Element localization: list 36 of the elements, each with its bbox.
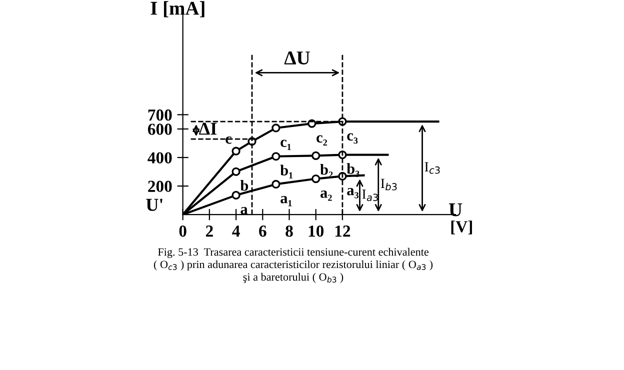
annotation: ΔI: [199, 122, 217, 135]
y-tick-label: 400: [148, 152, 172, 164]
x-tick-label: 12: [335, 226, 350, 237]
x-tick-label: 2: [206, 226, 213, 237]
x-tick-label: 8: [286, 226, 293, 237]
annotation: a₃: [347, 188, 359, 198]
annotation: c₁: [280, 140, 291, 150]
point: [232, 146, 240, 156]
point: [232, 167, 240, 176]
annotation: I$_{b3}$: [380, 178, 397, 190]
y-tick-label: 200: [148, 180, 172, 192]
point: [272, 124, 280, 132]
annotation: ΔU: [284, 51, 310, 64]
x-tick-label: 0: [179, 226, 186, 237]
text: [V]: [451, 220, 472, 234]
point: [272, 152, 280, 161]
annotation: a₂: [320, 190, 332, 201]
annotation: a₁: [280, 196, 292, 206]
y-tick-label: 600: [148, 124, 172, 135]
x-tick-label: 10: [308, 226, 324, 237]
annotation: I$_{c3}$: [424, 162, 440, 174]
annotation: c₃: [347, 133, 358, 144]
point: [272, 180, 280, 189]
x-tick-label: 6: [259, 226, 266, 237]
point: [232, 190, 240, 200]
annotation: c₂: [316, 135, 327, 146]
annotation: b: [240, 180, 248, 191]
point: [312, 174, 320, 184]
point: [312, 151, 320, 160]
annotation: b₁: [280, 164, 293, 178]
annotation: a: [240, 206, 248, 214]
y-axis-title: I [mA]: [150, 1, 204, 18]
x-tick-label: 4: [232, 226, 240, 237]
text: U': [146, 198, 162, 211]
text: Fig. 5-13 Trasarea caracteristicii tensiune-curent echivalente ( O$_{c3}$ ) prin adunarea caracteristicilor rezistorului liniar ( O$_{a3}$ ) şi a baretorului ( O$_{b3}$ ): [154, 248, 433, 283]
y-tick-label: 700: [148, 109, 172, 121]
